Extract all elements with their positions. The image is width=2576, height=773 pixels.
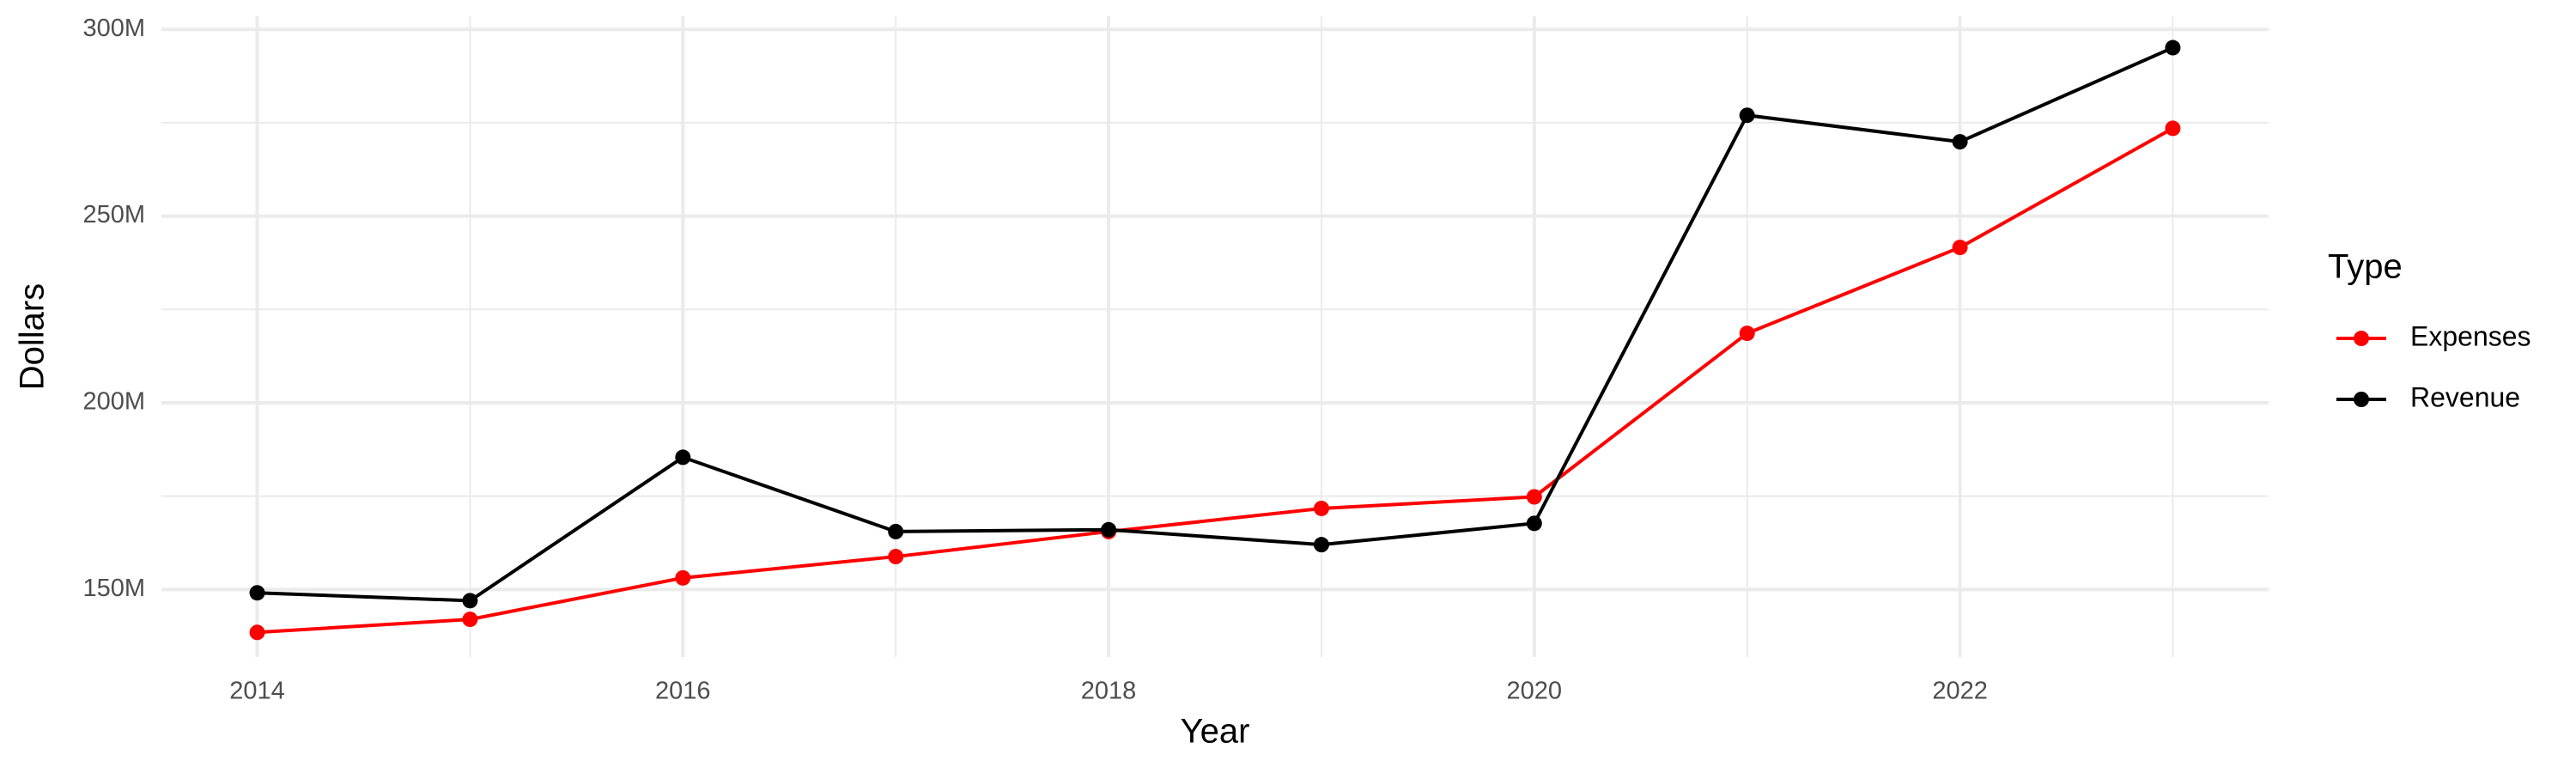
y-tick-label: 300M: [82, 15, 145, 42]
data-point: [2165, 40, 2181, 56]
data-point: [888, 523, 904, 539]
legend-key: [2354, 331, 2369, 346]
y-axis-title: Dollars: [14, 283, 52, 390]
data-point: [888, 549, 904, 565]
series-line: [257, 46, 2174, 603]
data-point: [1526, 489, 1542, 505]
data-point: [1952, 240, 1968, 256]
data-point: [462, 593, 478, 609]
x-tick-label: 2018: [1081, 678, 1137, 705]
legend-label: Revenue: [2410, 381, 2520, 412]
series-line: [257, 126, 2174, 635]
legend-label: Expenses: [2410, 320, 2531, 351]
data-point: [462, 612, 478, 628]
data-point: [1526, 515, 1542, 532]
data-point: [2165, 120, 2181, 137]
data-point: [249, 585, 265, 601]
x-tick-label: 2014: [229, 678, 285, 705]
data-point: [1739, 326, 1755, 342]
x-tick-label: 2020: [1507, 678, 1563, 705]
data-point: [249, 624, 265, 641]
legend-key: [2354, 392, 2369, 407]
data-point: [1739, 107, 1755, 124]
legend-title: Type: [2328, 248, 2403, 286]
y-tick-label: 200M: [82, 388, 145, 416]
data-point: [1101, 521, 1117, 538]
data-point: [1313, 537, 1329, 553]
y-tick-label: 150M: [82, 575, 145, 602]
data-point: [675, 569, 691, 586]
data-point: [1952, 134, 1968, 150]
x-tick-label: 2016: [655, 678, 711, 705]
data-point: [675, 449, 691, 466]
x-axis-title: Year: [1181, 713, 1250, 751]
data-point: [1313, 500, 1329, 516]
x-tick-label: 2022: [1932, 678, 1988, 705]
y-tick-label: 250M: [82, 201, 145, 228]
